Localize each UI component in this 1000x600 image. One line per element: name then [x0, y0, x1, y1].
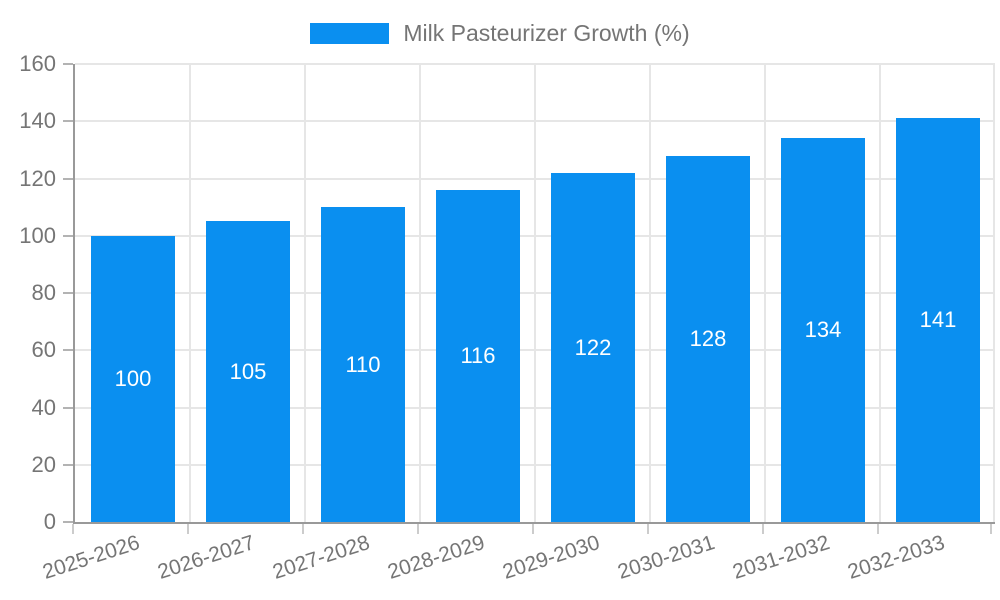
- y-tick: [63, 120, 73, 123]
- y-tick: [63, 234, 73, 237]
- bar: 105: [206, 221, 290, 522]
- bar-value-label: 141: [919, 307, 957, 332]
- x-axis-label: 2032-2033: [844, 531, 948, 584]
- bar: 134: [781, 138, 865, 522]
- x-axis-label: 2030-2031: [614, 531, 718, 584]
- x-tick: [532, 524, 534, 534]
- x-tick: [990, 524, 992, 534]
- y-axis-label: 120: [19, 165, 56, 191]
- gridline-vertical: [649, 64, 651, 522]
- bar: 116: [436, 190, 520, 522]
- y-axis-label: 160: [19, 51, 56, 76]
- y-axis-label: 0: [43, 509, 56, 534]
- bar-value-label: 116: [460, 343, 496, 368]
- x-axis-label: 2026-2027: [154, 531, 258, 584]
- x-tick: [877, 524, 879, 534]
- x-tick: [417, 524, 419, 534]
- y-tick: [63, 349, 73, 352]
- x-tick: [762, 524, 764, 534]
- y-tick: [63, 177, 73, 180]
- x-axis-label: 2029-2030: [499, 531, 603, 584]
- y-tick: [63, 292, 73, 294]
- x-tick: [187, 524, 189, 534]
- gridline-vertical: [189, 64, 191, 522]
- legend-label: Milk Pasteurizer Growth (%): [403, 20, 690, 46]
- gridline-vertical: [993, 64, 995, 522]
- bar: 100: [91, 236, 175, 522]
- bar-value-label: 122: [574, 334, 612, 360]
- legend: Milk Pasteurizer Growth (%): [0, 20, 1000, 47]
- y-axis-label: 20: [31, 451, 56, 477]
- gridline-vertical: [764, 64, 766, 522]
- y-tick: [63, 63, 73, 65]
- x-axis-label: 2027-2028: [269, 531, 373, 584]
- y-axis-label: 140: [19, 108, 56, 134]
- gridline-vertical: [879, 64, 881, 522]
- bar: 141: [896, 118, 980, 522]
- plot-area: 100 105 110 116 122 128 134 141: [73, 63, 995, 524]
- y-axis-label: 40: [31, 394, 56, 420]
- y-axis-label: 60: [31, 337, 56, 363]
- y-axis-label: 100: [19, 222, 56, 248]
- bar-value-label: 134: [804, 317, 842, 342]
- bar-value-label: 105: [229, 358, 267, 384]
- bar: 128: [666, 156, 750, 522]
- bar: 122: [551, 173, 635, 522]
- y-tick: [63, 463, 73, 466]
- gridline-vertical: [304, 64, 306, 522]
- x-axis-label: 2031-2032: [729, 531, 833, 584]
- legend-swatch: [310, 23, 390, 44]
- bar-value-label: 128: [689, 326, 727, 351]
- y-tick: [63, 521, 73, 523]
- x-axis-label: 2028-2029: [384, 531, 488, 584]
- x-tick: [647, 524, 649, 534]
- bar-value-label: 100: [114, 366, 152, 391]
- x-axis-label: 2025-2026: [39, 531, 143, 584]
- bar: 110: [321, 207, 405, 522]
- bar-value-label: 110: [345, 351, 381, 377]
- y-axis-label: 80: [31, 280, 56, 305]
- x-tick: [72, 524, 74, 534]
- gridline-vertical: [534, 64, 536, 522]
- y-tick: [63, 406, 73, 409]
- x-tick: [302, 524, 304, 534]
- gridline-vertical: [419, 64, 421, 522]
